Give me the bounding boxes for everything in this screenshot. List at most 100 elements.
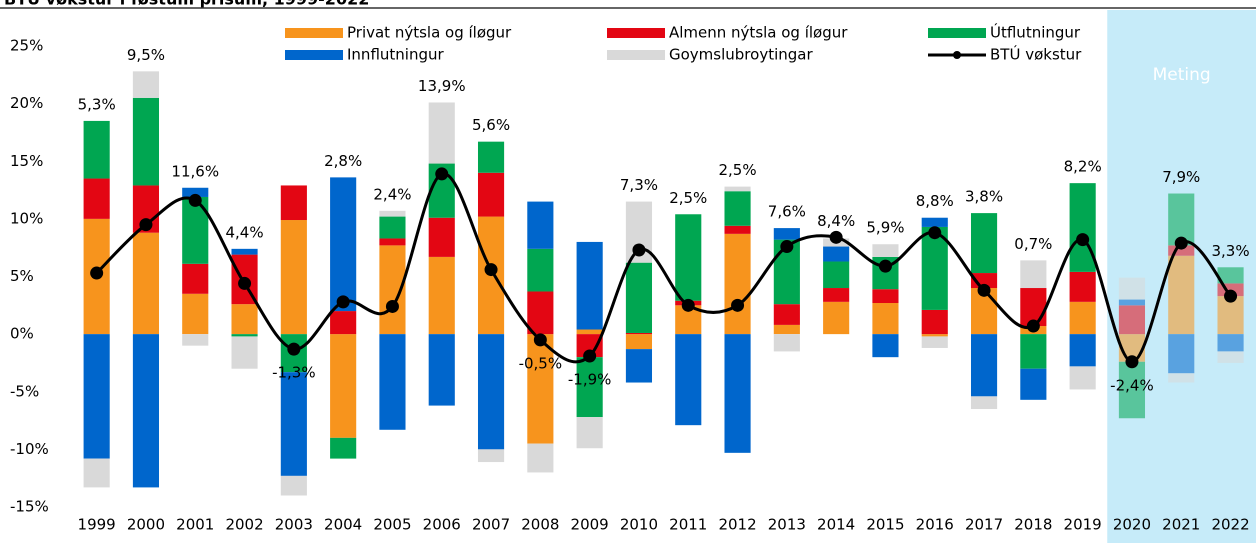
- btu-point: [1076, 233, 1090, 247]
- x-tick-label: 2014: [817, 516, 855, 534]
- bar-segment: [872, 334, 899, 358]
- bar-segment: [921, 336, 948, 348]
- y-tick-label: 20%: [10, 94, 43, 112]
- bar-segment: [527, 291, 554, 335]
- bar-segment: [527, 201, 554, 249]
- bar-segment: [1168, 373, 1195, 383]
- legend-swatch: [607, 28, 665, 38]
- bar-segment: [724, 191, 751, 226]
- bar-segment: [428, 102, 455, 164]
- y-tick-label: 15%: [10, 152, 43, 170]
- data-label: 0,7%: [1014, 235, 1052, 253]
- bar-segment: [428, 334, 455, 406]
- bar-segment: [724, 225, 751, 234]
- data-label: 2,5%: [669, 189, 707, 207]
- x-tick-label: 2007: [472, 516, 510, 534]
- bar-segment: [83, 120, 110, 179]
- bar-segment: [527, 443, 554, 473]
- x-tick-label: 2015: [866, 516, 904, 534]
- legend-label: BTÚ vøkstur: [990, 45, 1082, 64]
- bar-segment: [182, 263, 209, 294]
- bar-segment: [231, 304, 258, 335]
- btu-point: [139, 218, 153, 232]
- bar-segment: [527, 248, 554, 292]
- bar-segment: [1217, 351, 1244, 363]
- bar-segment: [527, 334, 554, 444]
- bar-segment: [1217, 334, 1244, 352]
- bar-segment: [1069, 183, 1096, 272]
- data-label: 11,6%: [171, 162, 219, 180]
- data-label: -2,4%: [1110, 376, 1154, 394]
- legend-marker: [953, 51, 961, 59]
- bar-segment: [182, 334, 209, 346]
- bar-segment: [83, 458, 110, 488]
- bar-segment: [970, 213, 998, 274]
- bar-segment: [921, 309, 948, 335]
- y-tick-label: 5%: [10, 267, 34, 285]
- bar-segment: [379, 216, 406, 239]
- btu-point: [1125, 355, 1139, 369]
- btu-line: [95, 172, 1232, 364]
- bar-segment: [921, 334, 948, 337]
- bar-segment: [1118, 277, 1146, 300]
- bar-segment: [330, 437, 357, 459]
- bar-segment: [576, 329, 603, 335]
- btu-point: [878, 259, 892, 273]
- btu-point: [681, 298, 695, 312]
- bar-segment: [330, 334, 357, 438]
- data-label: 8,8%: [916, 192, 954, 210]
- x-tick-label: 2018: [1014, 516, 1052, 534]
- legend-label: Goymslubroytingar: [669, 46, 813, 64]
- x-tick-label: 2001: [176, 516, 214, 534]
- bar-segment: [132, 97, 160, 186]
- data-label: 13,9%: [418, 77, 466, 95]
- bar-segment: [625, 334, 653, 350]
- bar-segment: [1168, 255, 1195, 335]
- bar-segment: [231, 334, 258, 337]
- legend-label: Almenn nýtsla og íløgur: [669, 24, 848, 42]
- bar-segment: [231, 336, 258, 369]
- x-tick-label: 2002: [225, 516, 263, 534]
- bar-segment: [477, 449, 505, 463]
- bar-segment: [823, 246, 850, 262]
- bar-segment: [1020, 368, 1047, 400]
- legend-label: Innflutningur: [347, 46, 444, 64]
- btu-point: [780, 240, 794, 254]
- btu-point: [435, 167, 449, 181]
- bar-segment: [231, 248, 258, 255]
- bar-segment: [576, 241, 603, 330]
- bar-segment: [132, 334, 160, 488]
- forecast-label: Meting: [1153, 65, 1211, 85]
- legend-swatch: [285, 50, 343, 60]
- bar-segment: [330, 177, 357, 312]
- data-label: 5,9%: [866, 219, 904, 237]
- bar-segment: [280, 372, 307, 476]
- bar-segment: [773, 324, 800, 335]
- legend-swatch: [607, 50, 665, 60]
- bar-segment: [182, 293, 209, 335]
- bar-segment: [1069, 271, 1096, 302]
- bar-segment: [675, 334, 702, 426]
- btu-point: [731, 298, 745, 312]
- btu-point: [533, 333, 547, 347]
- x-tick-label: 2013: [768, 516, 806, 534]
- bar-segment: [477, 172, 505, 217]
- btu-point: [1224, 289, 1238, 303]
- bar-segment: [576, 334, 603, 358]
- y-tick-label: 0%: [10, 325, 34, 343]
- bar-segment: [872, 289, 899, 304]
- y-tick-label: -10%: [10, 440, 49, 458]
- data-label: 2,5%: [718, 161, 756, 179]
- data-label: -1,3%: [272, 364, 316, 382]
- x-tick-label: 2011: [669, 516, 707, 534]
- bar-segment: [773, 334, 800, 352]
- bar-segment: [1069, 334, 1096, 367]
- x-tick-label: 2019: [1064, 516, 1102, 534]
- bar-segment: [823, 261, 850, 289]
- data-label: 5,3%: [78, 95, 116, 113]
- forecast-veil: [1107, 10, 1256, 543]
- x-tick-label: 2012: [718, 516, 756, 534]
- bar-segment: [330, 311, 357, 335]
- bar-segment: [280, 475, 307, 496]
